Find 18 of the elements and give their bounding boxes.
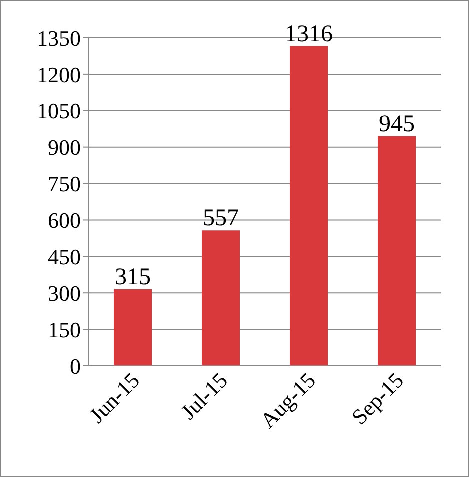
y-tick-label: 1200 [37,62,81,88]
bar [290,46,328,366]
y-tick-label: 600 [48,208,81,234]
y-tick-label: 1050 [37,98,81,124]
y-tick-label: 150 [48,317,81,342]
y-tick-label: 900 [48,135,81,160]
data-label: 557 [203,206,239,232]
y-tick-label: 750 [48,172,81,197]
y-tick-label: 1350 [37,26,81,51]
data-label: 945 [379,111,415,138]
y-tick-label: 300 [48,280,81,306]
bar [378,136,416,366]
y-tick-label: 450 [48,244,81,270]
data-label: 315 [115,264,151,290]
y-tick-label: 0 [70,354,81,379]
bar [114,289,152,366]
data-label: 1316 [285,21,333,48]
bar [202,230,240,366]
